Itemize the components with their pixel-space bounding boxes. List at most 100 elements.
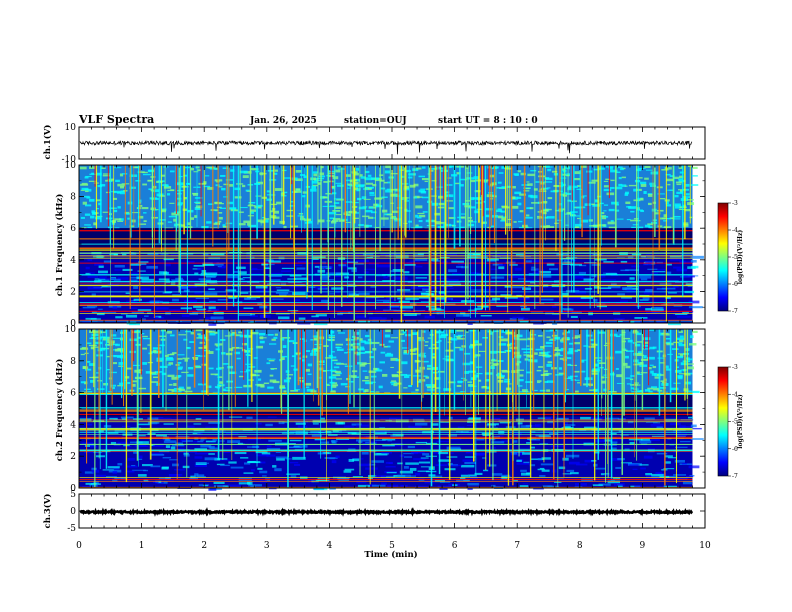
sp2-speckle — [228, 348, 234, 351]
sp2-speckle — [559, 357, 565, 360]
sp1-low-speckle — [136, 276, 149, 280]
sp1-low-speckle — [575, 290, 587, 294]
sp1-speckle — [678, 179, 686, 183]
sp2-speckle — [523, 351, 531, 354]
sp1-speckle — [592, 204, 600, 207]
sp2-low-speckle — [620, 434, 629, 436]
sp2-speckle — [456, 337, 465, 340]
sp1-low-speckle — [570, 263, 582, 266]
sp2-speckle — [247, 348, 254, 350]
sp2-speckle — [161, 372, 167, 376]
sp1-speckle — [213, 222, 221, 225]
sp1-low-speckle — [434, 297, 447, 300]
sp1-low-speckle — [449, 287, 454, 289]
sp1-speckle — [379, 174, 384, 176]
sp2-speckle — [333, 362, 341, 364]
sp2-low-speckle — [487, 464, 497, 467]
sp1-speckle — [565, 224, 569, 226]
sp2-low-speckle — [517, 422, 523, 425]
sp2-speckle — [686, 358, 693, 361]
sp1-low-speckle — [631, 265, 640, 268]
sp2-speckle — [198, 334, 205, 338]
sp2-low-speckle — [169, 459, 178, 461]
sp2-low-speckle — [132, 469, 146, 471]
sp2-low-speckle — [240, 457, 249, 459]
sp2-low-speckle — [296, 432, 306, 435]
sp1-speckle — [167, 221, 172, 223]
sp2-speckle — [197, 355, 206, 357]
sp2-speckle — [678, 343, 686, 347]
sp2-ylabel: ch.2 Frequency (kHz) — [54, 359, 65, 462]
sp2-low-speckle — [486, 449, 497, 453]
sp2-low-speckle — [93, 451, 103, 454]
sp2-speckle — [133, 364, 140, 367]
sp2-speckle — [108, 391, 112, 394]
sp2-low-speckle — [501, 440, 510, 443]
sp1-speckle — [299, 218, 305, 221]
sp1-speckle — [545, 208, 552, 211]
sp1-low-speckle — [390, 305, 400, 308]
sp2-speckle — [109, 371, 117, 374]
sp2-speckle — [647, 367, 652, 370]
sp1-low-speckle — [256, 289, 269, 292]
sp2-speckle — [517, 334, 523, 338]
sp1-speckle — [421, 166, 426, 169]
sp1-speckle — [562, 168, 566, 171]
sp1-low-speckle — [136, 262, 147, 265]
sp1-low-speckle — [474, 307, 483, 311]
sp1-speckle — [183, 196, 188, 200]
sp2-low-speckle — [247, 461, 261, 463]
sp1-speckle — [434, 212, 441, 216]
sp1-low-speckle — [170, 254, 178, 257]
sp2-speckle — [456, 336, 461, 339]
sp2-speckle — [448, 381, 456, 384]
sp1-speckle — [405, 169, 411, 173]
sp1-low-speckle — [599, 287, 612, 290]
sp2-speckle — [345, 386, 351, 388]
sp2-speckle — [425, 376, 430, 379]
sp1-speckle — [637, 209, 643, 211]
sp1-low-speckle — [355, 259, 369, 263]
sp1-low-speckle — [688, 306, 703, 309]
sp1-speckle — [299, 174, 306, 176]
sp2-speckle — [364, 334, 370, 338]
sp1-speckle — [234, 187, 241, 191]
sp1-speckle — [182, 186, 189, 188]
sp1-low-speckle — [368, 263, 379, 265]
sp2-low-speckle — [223, 451, 231, 454]
sp2-speckle — [111, 343, 118, 345]
sp1-low-speckle — [133, 298, 143, 301]
sp1-speckle — [363, 198, 371, 200]
sp1-low-speckle — [487, 299, 497, 302]
sp1-low-speckle — [551, 304, 557, 308]
sp2-speckle — [178, 334, 187, 336]
sp2-quiet-band — [79, 392, 693, 417]
sp2-speckle — [335, 378, 343, 380]
sp1-speckle — [560, 177, 567, 179]
sp1-low-speckle — [364, 268, 376, 270]
sp1-low-speckle — [404, 263, 416, 266]
sp2-speckle — [194, 366, 200, 368]
sp1-speckle — [358, 206, 367, 210]
sp2-speckle — [305, 350, 311, 352]
sp1-low-speckle — [103, 260, 112, 263]
sp1-speckle — [185, 167, 193, 169]
sp1-speckle — [550, 190, 559, 193]
sp2-low-speckle — [629, 464, 639, 466]
sp2-speckle — [286, 374, 294, 376]
sp1-speckle — [95, 208, 100, 210]
sp2-speckle — [675, 369, 682, 373]
sp1-low-speckle — [347, 261, 358, 264]
sp1-low-speckle — [289, 286, 303, 288]
sp1-low-speckle — [97, 308, 103, 310]
sp2-low-speckle — [142, 464, 153, 467]
time-axis-label: Time (min) — [364, 549, 417, 560]
sp1-speckle — [608, 166, 613, 170]
sp2-speckle — [157, 344, 165, 347]
sp2-low-speckle — [424, 480, 435, 484]
sp1-speckle — [683, 223, 689, 227]
sp2-low-speckle — [156, 434, 167, 437]
sp1-low-speckle — [280, 282, 287, 286]
sp1-speckle — [220, 174, 226, 177]
